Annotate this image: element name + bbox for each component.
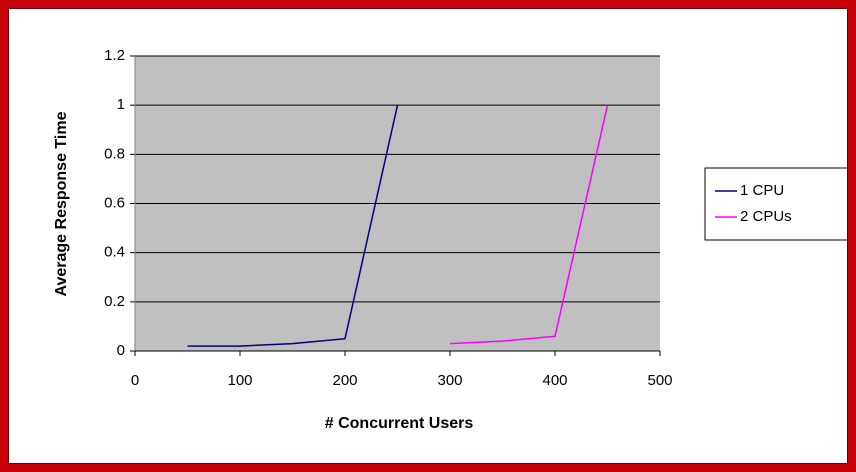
- series-line: [449, 105, 609, 345]
- chart: # Concurrent Users Average Response Time…: [53, 47, 849, 432]
- y-tick-label: 1.2: [104, 47, 125, 64]
- legend-box: [704, 167, 849, 241]
- y-tick-label: 0.8: [104, 145, 125, 162]
- x-axis-title: # Concurrent Users: [325, 415, 474, 432]
- y-tick-label: 0.4: [104, 244, 125, 261]
- series-line: [187, 105, 399, 347]
- x-tick-label: 500: [647, 372, 672, 389]
- y-tick-label: 1: [117, 96, 125, 113]
- legend-label: 2 CPUs: [740, 208, 792, 225]
- y-tick-label: 0.6: [104, 194, 125, 211]
- y-tick-label: 0.2: [104, 293, 125, 310]
- x-tick-label: 100: [227, 372, 252, 389]
- chart-area: # Concurrent Users Average Response Time…: [8, 8, 849, 464]
- x-tick-label: 200: [332, 372, 357, 389]
- x-tick-label: 0: [131, 372, 139, 389]
- y-axis-title: Average Response Time: [53, 111, 70, 296]
- x-tick-label: 400: [542, 372, 567, 389]
- y-tick-label: 0: [117, 342, 125, 359]
- legend-label: 1 CPU: [740, 182, 784, 199]
- x-tick-label: 300: [437, 372, 462, 389]
